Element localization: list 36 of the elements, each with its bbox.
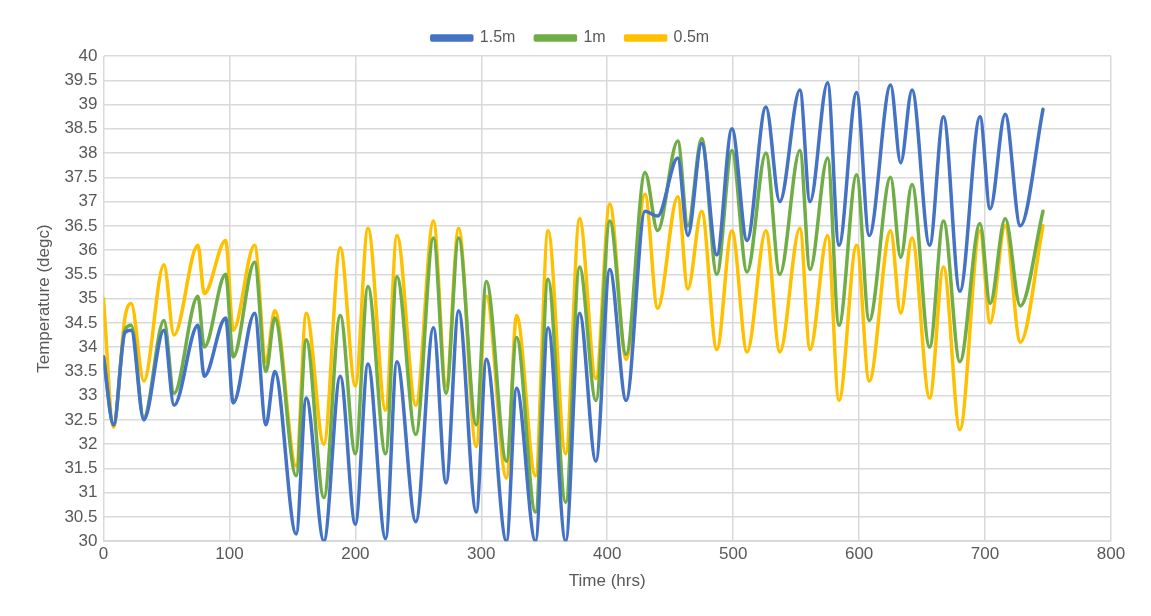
- legend-label: 0.5m: [673, 28, 710, 46]
- legend-label: 1.5m: [479, 28, 516, 46]
- x-tick-label: 200: [341, 544, 370, 564]
- y-tick-label: 40: [78, 45, 98, 65]
- x-tick-label: 600: [844, 544, 874, 564]
- y-tick-label: 36.5: [64, 215, 98, 235]
- x-tick-label: 0: [98, 544, 109, 564]
- x-axis-title: Time (hrs): [568, 571, 646, 591]
- y-tick-label: 31.5: [64, 458, 98, 478]
- y-tick-label: 30: [78, 530, 98, 550]
- line-series: [103, 80, 1045, 542]
- y-tick-label: 38.5: [64, 118, 98, 138]
- y-tick-label: 35.5: [64, 264, 98, 284]
- y-tick-label: 32: [78, 433, 98, 453]
- y-tick-label: 33: [78, 385, 98, 405]
- x-tick-label: 300: [467, 544, 496, 564]
- y-tick-label: 31: [78, 482, 98, 502]
- y-tick-label: 30.5: [64, 506, 98, 526]
- x-tick-label: 500: [719, 544, 748, 564]
- x-tick-label: 700: [970, 544, 1000, 564]
- y-tick-label: 39.5: [64, 69, 98, 89]
- x-tick-label: 100: [215, 544, 244, 564]
- y-axis-title: Temperature (degc): [33, 224, 53, 373]
- y-tick-label: 38: [78, 142, 98, 162]
- x-tick-label: 800: [1096, 544, 1126, 564]
- y-tick-label: 36: [78, 239, 98, 259]
- y-tick-label: 37.5: [64, 166, 98, 186]
- y-tick-label: 34.5: [64, 312, 98, 332]
- y-tick-label: 33.5: [64, 361, 98, 381]
- y-tick-label: 34: [78, 336, 98, 356]
- legend-label: 1m: [583, 28, 606, 46]
- x-tick-label: 400: [593, 544, 622, 564]
- y-tick-label: 37: [78, 191, 98, 211]
- y-tick-label: 32.5: [64, 409, 98, 429]
- y-tick-label: 35: [78, 288, 98, 308]
- y-tick-label: 39: [78, 94, 98, 114]
